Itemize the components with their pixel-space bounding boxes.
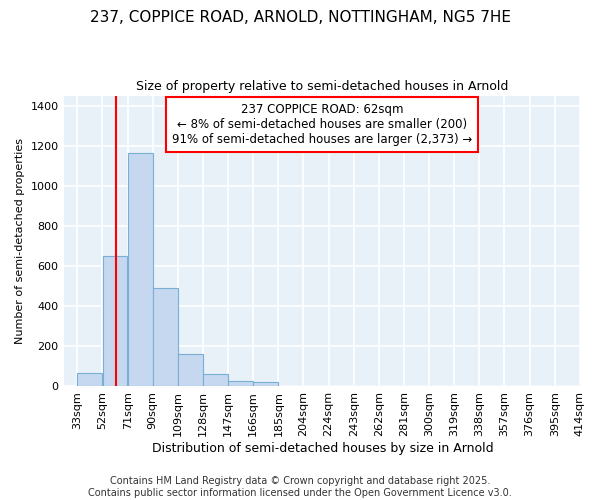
Bar [77,374,103,386]
Title: Size of property relative to semi-detached houses in Arnold: Size of property relative to semi-detach… [136,80,509,93]
X-axis label: Distribution of semi-detached houses by size in Arnold: Distribution of semi-detached houses by … [152,442,493,455]
Bar [128,152,152,386]
Bar [153,288,178,386]
Bar [103,256,127,386]
Text: 237, COPPICE ROAD, ARNOLD, NOTTINGHAM, NG5 7HE: 237, COPPICE ROAD, ARNOLD, NOTTINGHAM, N… [89,10,511,25]
Bar [228,382,253,386]
Text: Contains HM Land Registry data © Crown copyright and database right 2025.
Contai: Contains HM Land Registry data © Crown c… [88,476,512,498]
Bar [178,354,203,386]
Bar [203,374,228,386]
Bar [253,382,278,386]
Text: 237 COPPICE ROAD: 62sqm
← 8% of semi-detached houses are smaller (200)
91% of se: 237 COPPICE ROAD: 62sqm ← 8% of semi-det… [172,103,472,146]
Y-axis label: Number of semi-detached properties: Number of semi-detached properties [15,138,25,344]
